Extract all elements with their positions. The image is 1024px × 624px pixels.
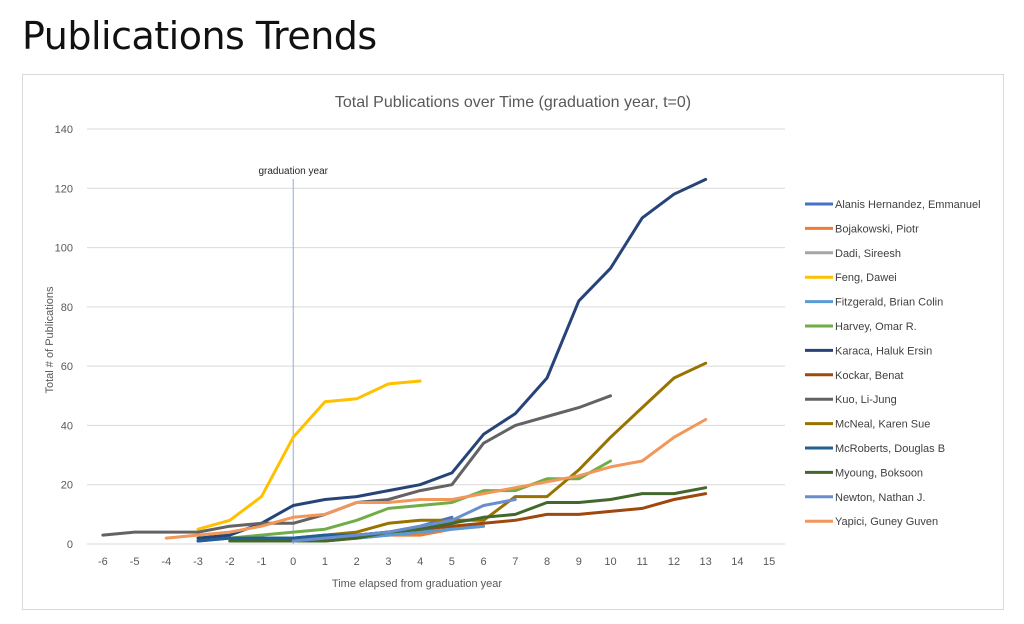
x-tick-label: 9 bbox=[576, 556, 582, 568]
series-line-feng-dawei bbox=[196, 379, 422, 531]
y-tick-label: 140 bbox=[55, 124, 73, 136]
legend-entry: Newton, Nathan J. bbox=[835, 492, 926, 504]
x-tick-label: 8 bbox=[544, 556, 550, 568]
series-line-harvey-omar-r bbox=[228, 459, 612, 540]
legend: Alanis Hernandez, Emmanuel Bojakowski, Pi… bbox=[805, 199, 981, 528]
x-tick-label: -5 bbox=[130, 556, 140, 568]
legend-entry: Yapici, Guney Guven bbox=[835, 516, 938, 528]
x-tick-label: 1 bbox=[322, 556, 328, 568]
y-axis-label: Total # of Publications bbox=[44, 286, 56, 394]
series-line-newton-nathan-j bbox=[291, 498, 517, 543]
series-line-yapici-guney-guven bbox=[164, 418, 708, 540]
x-tick-label: -6 bbox=[98, 556, 108, 568]
chart-title: Total Publications over Time (graduation… bbox=[335, 94, 691, 111]
legend-entry: Fitzgerald, Brian Colin bbox=[835, 297, 943, 309]
x-tick-label: 12 bbox=[668, 556, 680, 568]
y-tick-label: 100 bbox=[55, 243, 73, 255]
legend-entry: Feng, Dawei bbox=[835, 272, 897, 284]
x-tick-label: 15 bbox=[763, 556, 775, 568]
x-tick-label: 4 bbox=[417, 556, 423, 568]
y-tick-label: 60 bbox=[61, 361, 73, 373]
y-tick-label: 0 bbox=[67, 539, 73, 551]
y-tick-label: 80 bbox=[61, 302, 73, 314]
legend-entry: Alanis Hernandez, Emmanuel bbox=[835, 199, 981, 211]
x-tick-label: -1 bbox=[257, 556, 267, 568]
series-lines bbox=[101, 177, 708, 543]
series-line-kuo-li-jung bbox=[101, 394, 612, 537]
graduation-year-label: graduation year bbox=[258, 166, 328, 177]
x-tick-label: 6 bbox=[481, 556, 487, 568]
x-axis-ticks: -6 -5 -4 -3 -2 -1 0 1 2 3 4 5 6 7 8 9 10 11 12 13 14 15 bbox=[98, 556, 775, 568]
legend-entry: McRoberts, Douglas B bbox=[835, 443, 945, 455]
page-title: Publications Trends bbox=[22, 14, 377, 58]
x-tick-label: 10 bbox=[604, 556, 616, 568]
legend-entry: Karaca, Haluk Ersin bbox=[835, 345, 932, 357]
legend-entry: Bojakowski, Piotr bbox=[835, 223, 919, 235]
legend-entry: McNeal, Karen Sue bbox=[835, 419, 930, 431]
chart-frame: Total Publications over Time (graduation… bbox=[22, 74, 1004, 610]
x-tick-label: -4 bbox=[161, 556, 171, 568]
legend-entry: Kockar, Benat bbox=[835, 370, 904, 382]
x-tick-label: 3 bbox=[385, 556, 391, 568]
y-tick-label: 40 bbox=[61, 420, 73, 432]
x-tick-label: 5 bbox=[449, 556, 455, 568]
x-tick-label: 7 bbox=[512, 556, 518, 568]
gridlines bbox=[87, 128, 785, 545]
y-axis-ticks: 0 20 40 60 80 100 120 140 bbox=[55, 124, 73, 551]
y-tick-label: 120 bbox=[55, 183, 73, 195]
graduation-year-annotation: graduation year bbox=[258, 166, 329, 544]
legend-entry: Kuo, Li-Jung bbox=[835, 394, 897, 406]
series-line-karaca-haluk-ersin bbox=[196, 177, 708, 540]
x-tick-label: 2 bbox=[354, 556, 360, 568]
x-tick-label: 11 bbox=[637, 556, 648, 568]
x-tick-label: -2 bbox=[225, 556, 235, 568]
x-tick-label: 0 bbox=[290, 556, 296, 568]
legend-entry: Myoung, Boksoon bbox=[835, 467, 923, 479]
legend-entry: Harvey, Omar R. bbox=[835, 321, 917, 333]
series-line-mcneal-karen-sue bbox=[323, 361, 708, 537]
x-tick-label: 14 bbox=[731, 556, 743, 568]
line-chart: Total Publications over Time (graduation… bbox=[44, 94, 981, 590]
y-tick-label: 20 bbox=[61, 480, 73, 492]
x-axis-label: Time elapsed from graduation year bbox=[332, 578, 503, 590]
x-tick-label: 13 bbox=[700, 556, 712, 568]
x-tick-label: -3 bbox=[193, 556, 203, 568]
legend-entry: Dadi, Sireesh bbox=[835, 248, 901, 260]
